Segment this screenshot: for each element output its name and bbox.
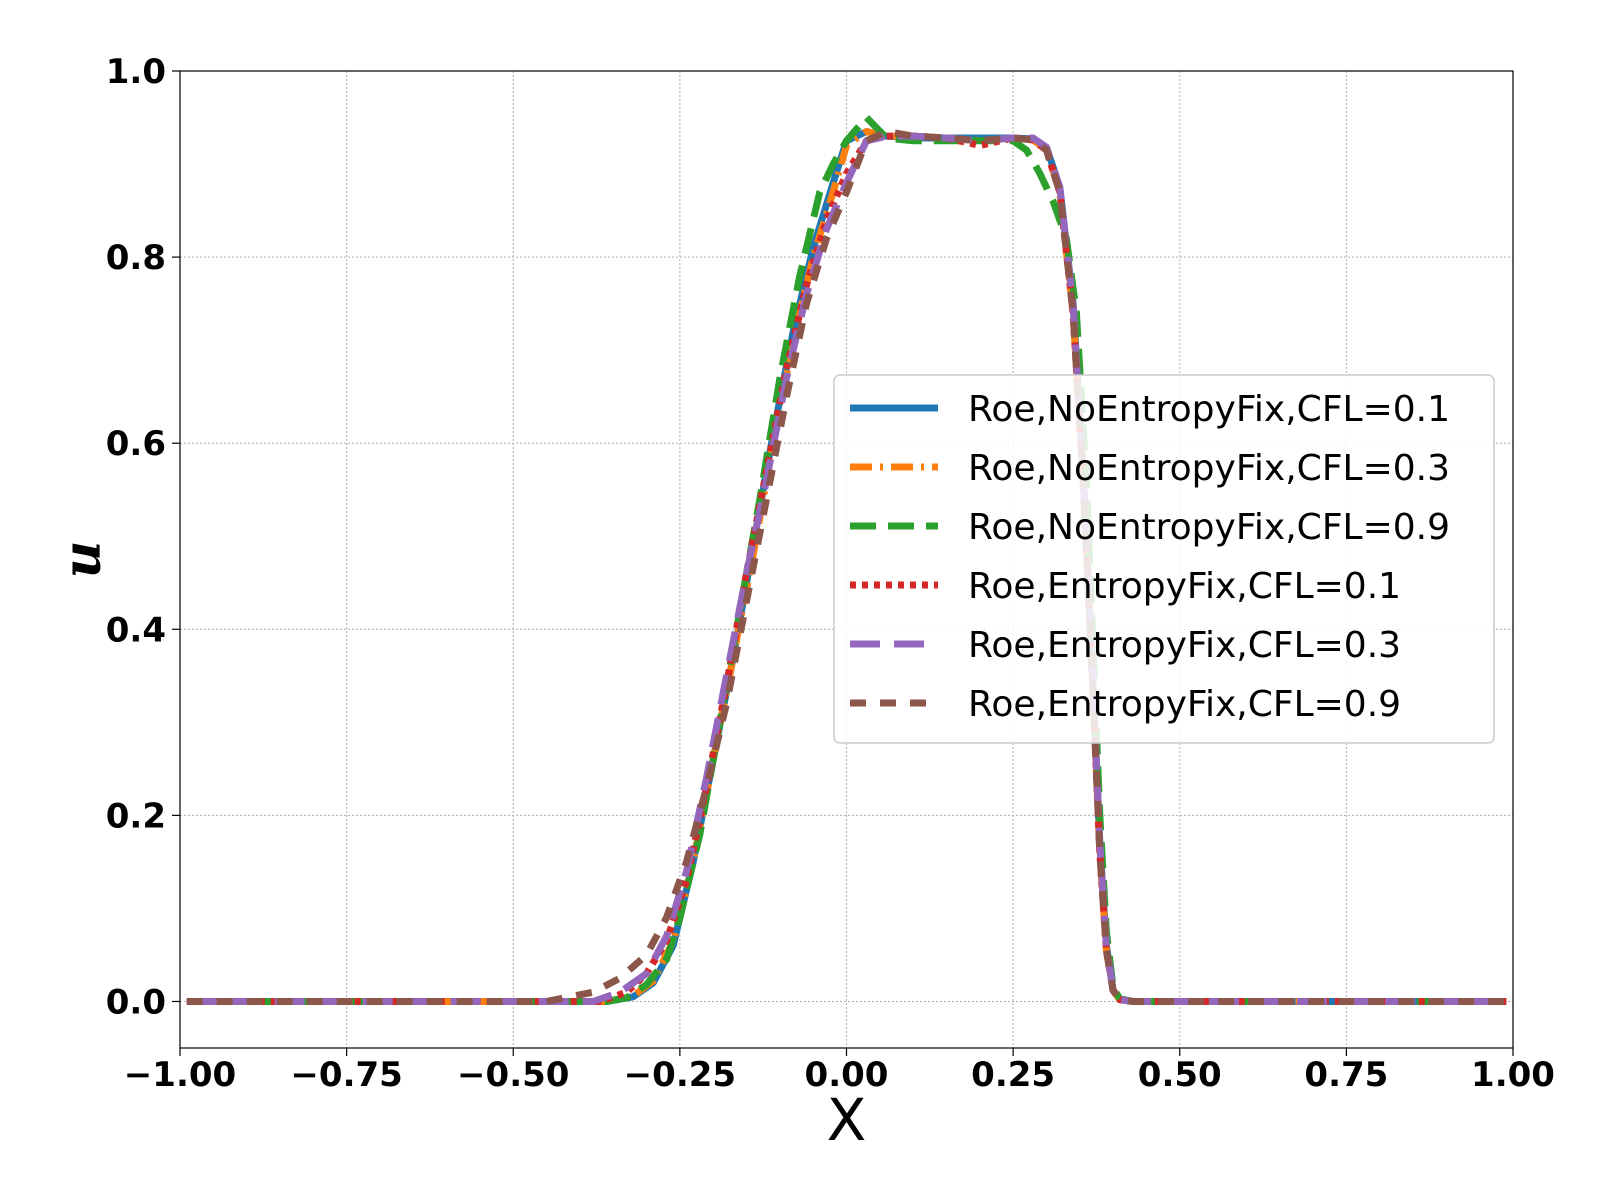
x-tick-label: −1.00 — [124, 1055, 236, 1095]
series-lines — [186, 114, 1507, 1005]
legend-label: Roe,NoEntropyFix,CFL=0.9 — [968, 507, 1450, 548]
legend-box — [833, 374, 1495, 744]
y-tick-label: 0.2 — [106, 796, 166, 836]
y-axis-label: u — [52, 541, 113, 579]
legend: Roe,NoEntropyFix,CFL=0.1 Roe,NoEntropyFix… — [833, 374, 1495, 744]
y-tick-label: 0.4 — [106, 610, 166, 650]
x-tick-label: −0.50 — [457, 1055, 569, 1095]
legend-label: Roe,NoEntropyFix,CFL=0.1 — [968, 389, 1450, 430]
axis-ticks: −1.00 −0.75 −0.50 −0.25 0.00 0.25 0.50 0.75 1.00… — [106, 52, 1555, 1095]
y-tick-label: 0.0 — [106, 982, 166, 1022]
x-tick-label: 0.00 — [805, 1055, 889, 1095]
legend-label: Roe,EntropyFix,CFL=0.3 — [968, 625, 1401, 666]
x-tick-label: −0.75 — [290, 1055, 402, 1095]
y-tick-label: 0.6 — [106, 424, 166, 464]
y-tick-label: 0.8 — [106, 238, 166, 278]
x-tick-label: 0.50 — [1138, 1055, 1222, 1095]
x-tick-label: 0.25 — [971, 1055, 1055, 1095]
x-tick-label: −0.25 — [624, 1055, 736, 1095]
x-tick-label: 1.00 — [1471, 1055, 1555, 1095]
legend-label: Roe,EntropyFix,CFL=0.9 — [968, 684, 1401, 725]
legend-label: Roe,EntropyFix,CFL=0.1 — [968, 566, 1401, 607]
series-line — [186, 128, 1507, 1005]
x-axis-label: X — [827, 1086, 867, 1154]
legend-label: Roe,NoEntropyFix,CFL=0.3 — [968, 448, 1450, 489]
x-tick-label: 0.75 — [1304, 1055, 1388, 1095]
y-tick-label: 1.0 — [106, 52, 166, 92]
